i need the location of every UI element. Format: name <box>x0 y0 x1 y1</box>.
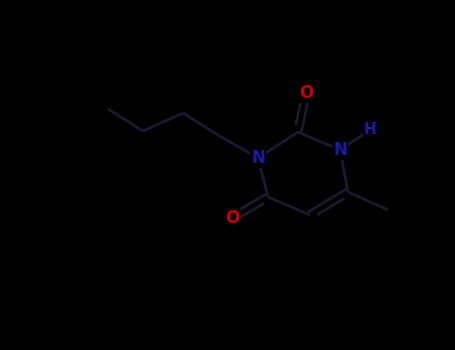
Text: N: N <box>251 149 265 167</box>
Text: N: N <box>333 141 347 159</box>
Text: O: O <box>299 84 313 102</box>
Text: O: O <box>225 209 239 227</box>
Text: H: H <box>364 122 376 138</box>
